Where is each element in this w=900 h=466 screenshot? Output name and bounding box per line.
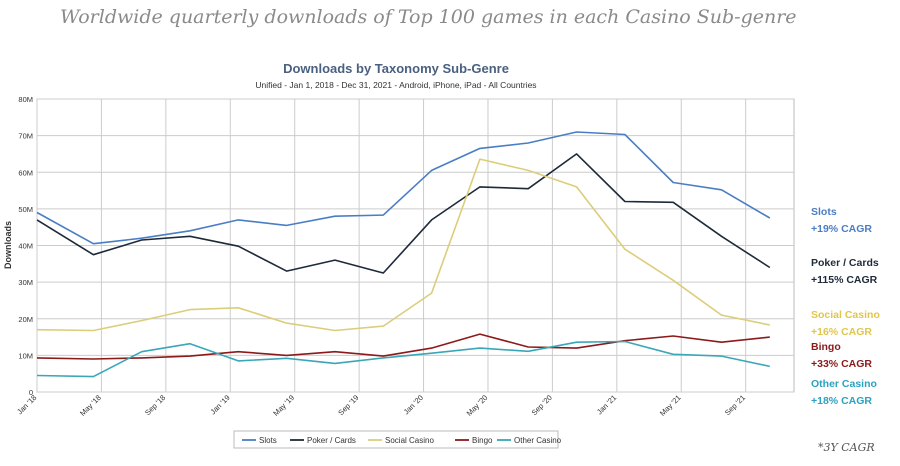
cagr-series-name: Slots — [811, 206, 837, 218]
x-tick-label: Jan '20 — [402, 393, 425, 416]
x-tick-label: Jan '19 — [208, 393, 231, 416]
headline: Worldwide quarterly downloads of Top 100… — [60, 6, 797, 28]
legend-box — [233, 430, 559, 449]
cagr-value: +33% CAGR — [811, 358, 872, 370]
cagr-value: +19% CAGR — [811, 223, 872, 235]
series-line-slots — [36, 131, 771, 245]
series-lines — [36, 131, 771, 378]
x-tick-label: Sep '20 — [530, 393, 554, 417]
x-tick-label: Sep '18 — [143, 393, 167, 417]
x-tick-label: May '19 — [271, 393, 296, 418]
y-axis-label: Downloads — [3, 221, 13, 269]
x-tick-label: Sep '19 — [336, 393, 360, 417]
cagr-label: Other Casino +18% CAGR — [811, 376, 877, 410]
y-tick-label: 30M — [18, 278, 33, 287]
legend-item[interactable]: Other Casino — [514, 436, 562, 445]
cagr-value: +18% CAGR — [811, 395, 872, 407]
gridlines — [36, 98, 795, 393]
y-tick-label: 60M — [18, 168, 33, 177]
x-tick-label: Sep '21 — [723, 393, 747, 417]
legend-item[interactable]: Poker / Cards — [307, 436, 356, 445]
y-tick-label: 20M — [18, 315, 33, 324]
cagr-label: Social Casino +16% CAGR — [811, 307, 880, 341]
x-tick-label: May '18 — [78, 393, 103, 418]
y-tick-label: 40M — [18, 242, 33, 251]
cagr-series-name: Other Casino — [811, 378, 877, 390]
cagr-value: +16% CAGR — [811, 326, 872, 338]
series-line-poker-cards — [36, 153, 771, 274]
cagr-value: +115% CAGR — [811, 274, 878, 286]
legend-item[interactable]: Slots — [259, 436, 277, 445]
footnote: *3Y CAGR — [818, 441, 875, 454]
x-tick-label: Jan '21 — [595, 393, 618, 416]
series-line-bingo — [36, 333, 770, 360]
chart-subtitle: Unified - Jan 1, 2018 - Dec 31, 2021 - A… — [255, 80, 536, 90]
cagr-series-name: Poker / Cards — [811, 257, 879, 269]
series-line-other-casino — [36, 340, 770, 378]
cagr-label: Poker / Cards +115% CAGR — [811, 255, 879, 289]
y-tick-label: 0 — [29, 388, 33, 397]
x-tick-label: May '20 — [465, 393, 490, 418]
legend[interactable]: Slots Poker / Cards Social Casino Bingo Othe… — [233, 430, 562, 449]
cagr-series-name: Social Casino — [811, 309, 880, 321]
y-tick-label: 70M — [18, 132, 33, 141]
series-line-social-casino — [36, 158, 770, 332]
x-tick-label: Jan '18 — [15, 393, 38, 416]
cagr-label: Slots +19% CAGR — [811, 204, 872, 238]
legend-item[interactable]: Social Casino — [385, 436, 434, 445]
y-tick-label: 50M — [18, 205, 33, 214]
y-tick-label: 80M — [18, 95, 33, 104]
cagr-label: Bingo +33% CAGR — [811, 339, 872, 373]
chart-title: Downloads by Taxonomy Sub-Genre — [283, 61, 509, 76]
x-tick-label: May '21 — [658, 393, 683, 418]
y-tick-label: 10M — [18, 351, 33, 360]
cagr-series-name: Bingo — [811, 341, 841, 353]
legend-item[interactable]: Bingo — [472, 436, 493, 445]
